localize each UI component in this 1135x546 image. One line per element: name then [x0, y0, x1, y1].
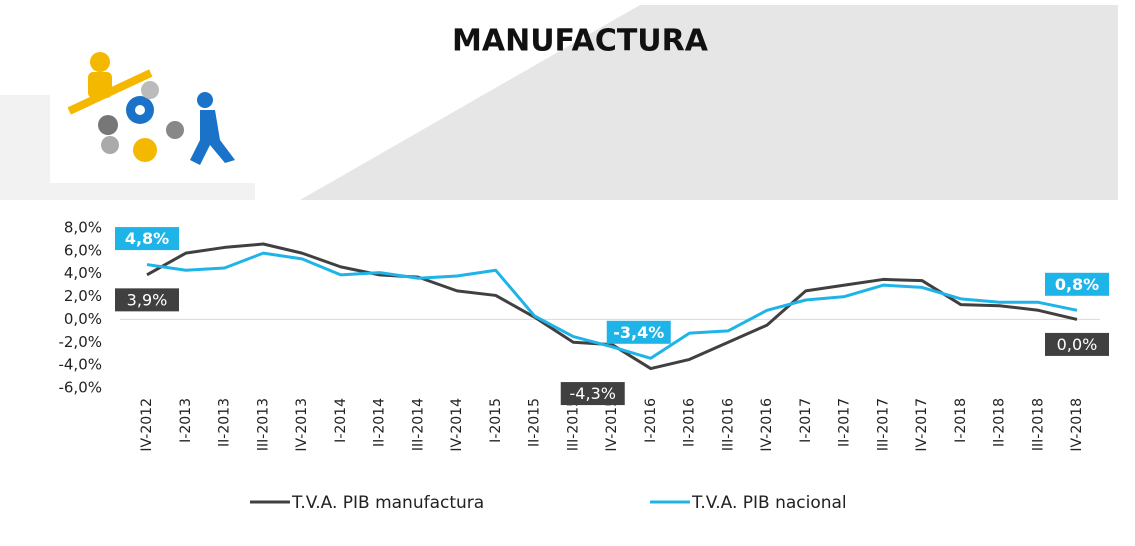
x-tick-label: III-2018 [1030, 398, 1046, 451]
x-tick-label: I-2018 [953, 398, 969, 443]
x-tick-label: IV-2014 [449, 398, 465, 452]
y-tick-label: -4,0% [58, 356, 102, 374]
y-tick-label: 2,0% [64, 287, 102, 305]
data-label: 4,8% [125, 229, 169, 248]
legend-label: T.V.A. PIB nacional [691, 493, 847, 513]
data-label: 0,0% [1057, 335, 1098, 354]
data-label: 3,9% [127, 290, 168, 309]
x-tick-label: II-2016 [682, 398, 698, 447]
data-label: 0,8% [1055, 275, 1099, 294]
x-tick-label: II-2013 [217, 398, 233, 447]
y-tick-label: -6,0% [58, 379, 102, 397]
data-label: -3,4% [613, 323, 664, 342]
x-tick-label: I-2015 [488, 398, 504, 443]
page: {"chart_data": {"type": "line", "title":… [0, 0, 1135, 541]
x-tick-label: IV-2012 [139, 398, 155, 452]
x-tick-label: I-2017 [798, 398, 814, 443]
plot-bg [5, 200, 1118, 537]
x-tick-label: I-2016 [643, 398, 659, 443]
x-tick-label: IV-2018 [1069, 398, 1085, 452]
data-label: -4,3% [570, 384, 616, 403]
y-tick-label: -2,0% [58, 333, 102, 351]
x-tick-label: III-2016 [720, 398, 736, 451]
x-tick-label: I-2013 [178, 398, 194, 443]
y-tick-label: 0,0% [64, 310, 102, 328]
y-tick-label: 8,0% [64, 219, 102, 237]
y-tick-label: 4,0% [64, 264, 102, 282]
x-tick-label: IV-2017 [914, 398, 930, 452]
x-tick-label: II-2015 [527, 398, 543, 447]
x-tick-label: III-2013 [255, 398, 271, 451]
x-tick-label: III-2015 [565, 398, 581, 451]
legend-label: T.V.A. PIB manufactura [291, 493, 484, 513]
x-tick-label: II-2014 [372, 398, 388, 447]
x-tick-label: III-2014 [410, 398, 426, 451]
x-tick-label: IV-2016 [759, 398, 775, 452]
x-tick-label: IV-2013 [294, 398, 310, 452]
chart-title: MANUFACTURA [452, 24, 709, 59]
x-tick-label: I-2014 [333, 398, 349, 443]
x-tick-label: II-2018 [992, 398, 1008, 447]
chart: MANUFACTURA -6,0% -4,0% -2,0% 0,0% 2,0% 4,0% 6… [0, 0, 1135, 541]
x-tick-label: IV-2015 [604, 398, 620, 452]
y-tick-label: 6,0% [64, 241, 102, 259]
x-tick-label: III-2017 [875, 398, 891, 451]
x-tick-label: II-2017 [837, 398, 853, 447]
